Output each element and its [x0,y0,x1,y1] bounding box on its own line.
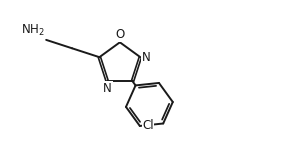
Text: O: O [115,28,124,41]
Text: NH$_2$: NH$_2$ [21,23,45,38]
Text: N: N [103,82,112,95]
Text: N: N [142,51,151,64]
Text: Cl: Cl [142,119,154,132]
